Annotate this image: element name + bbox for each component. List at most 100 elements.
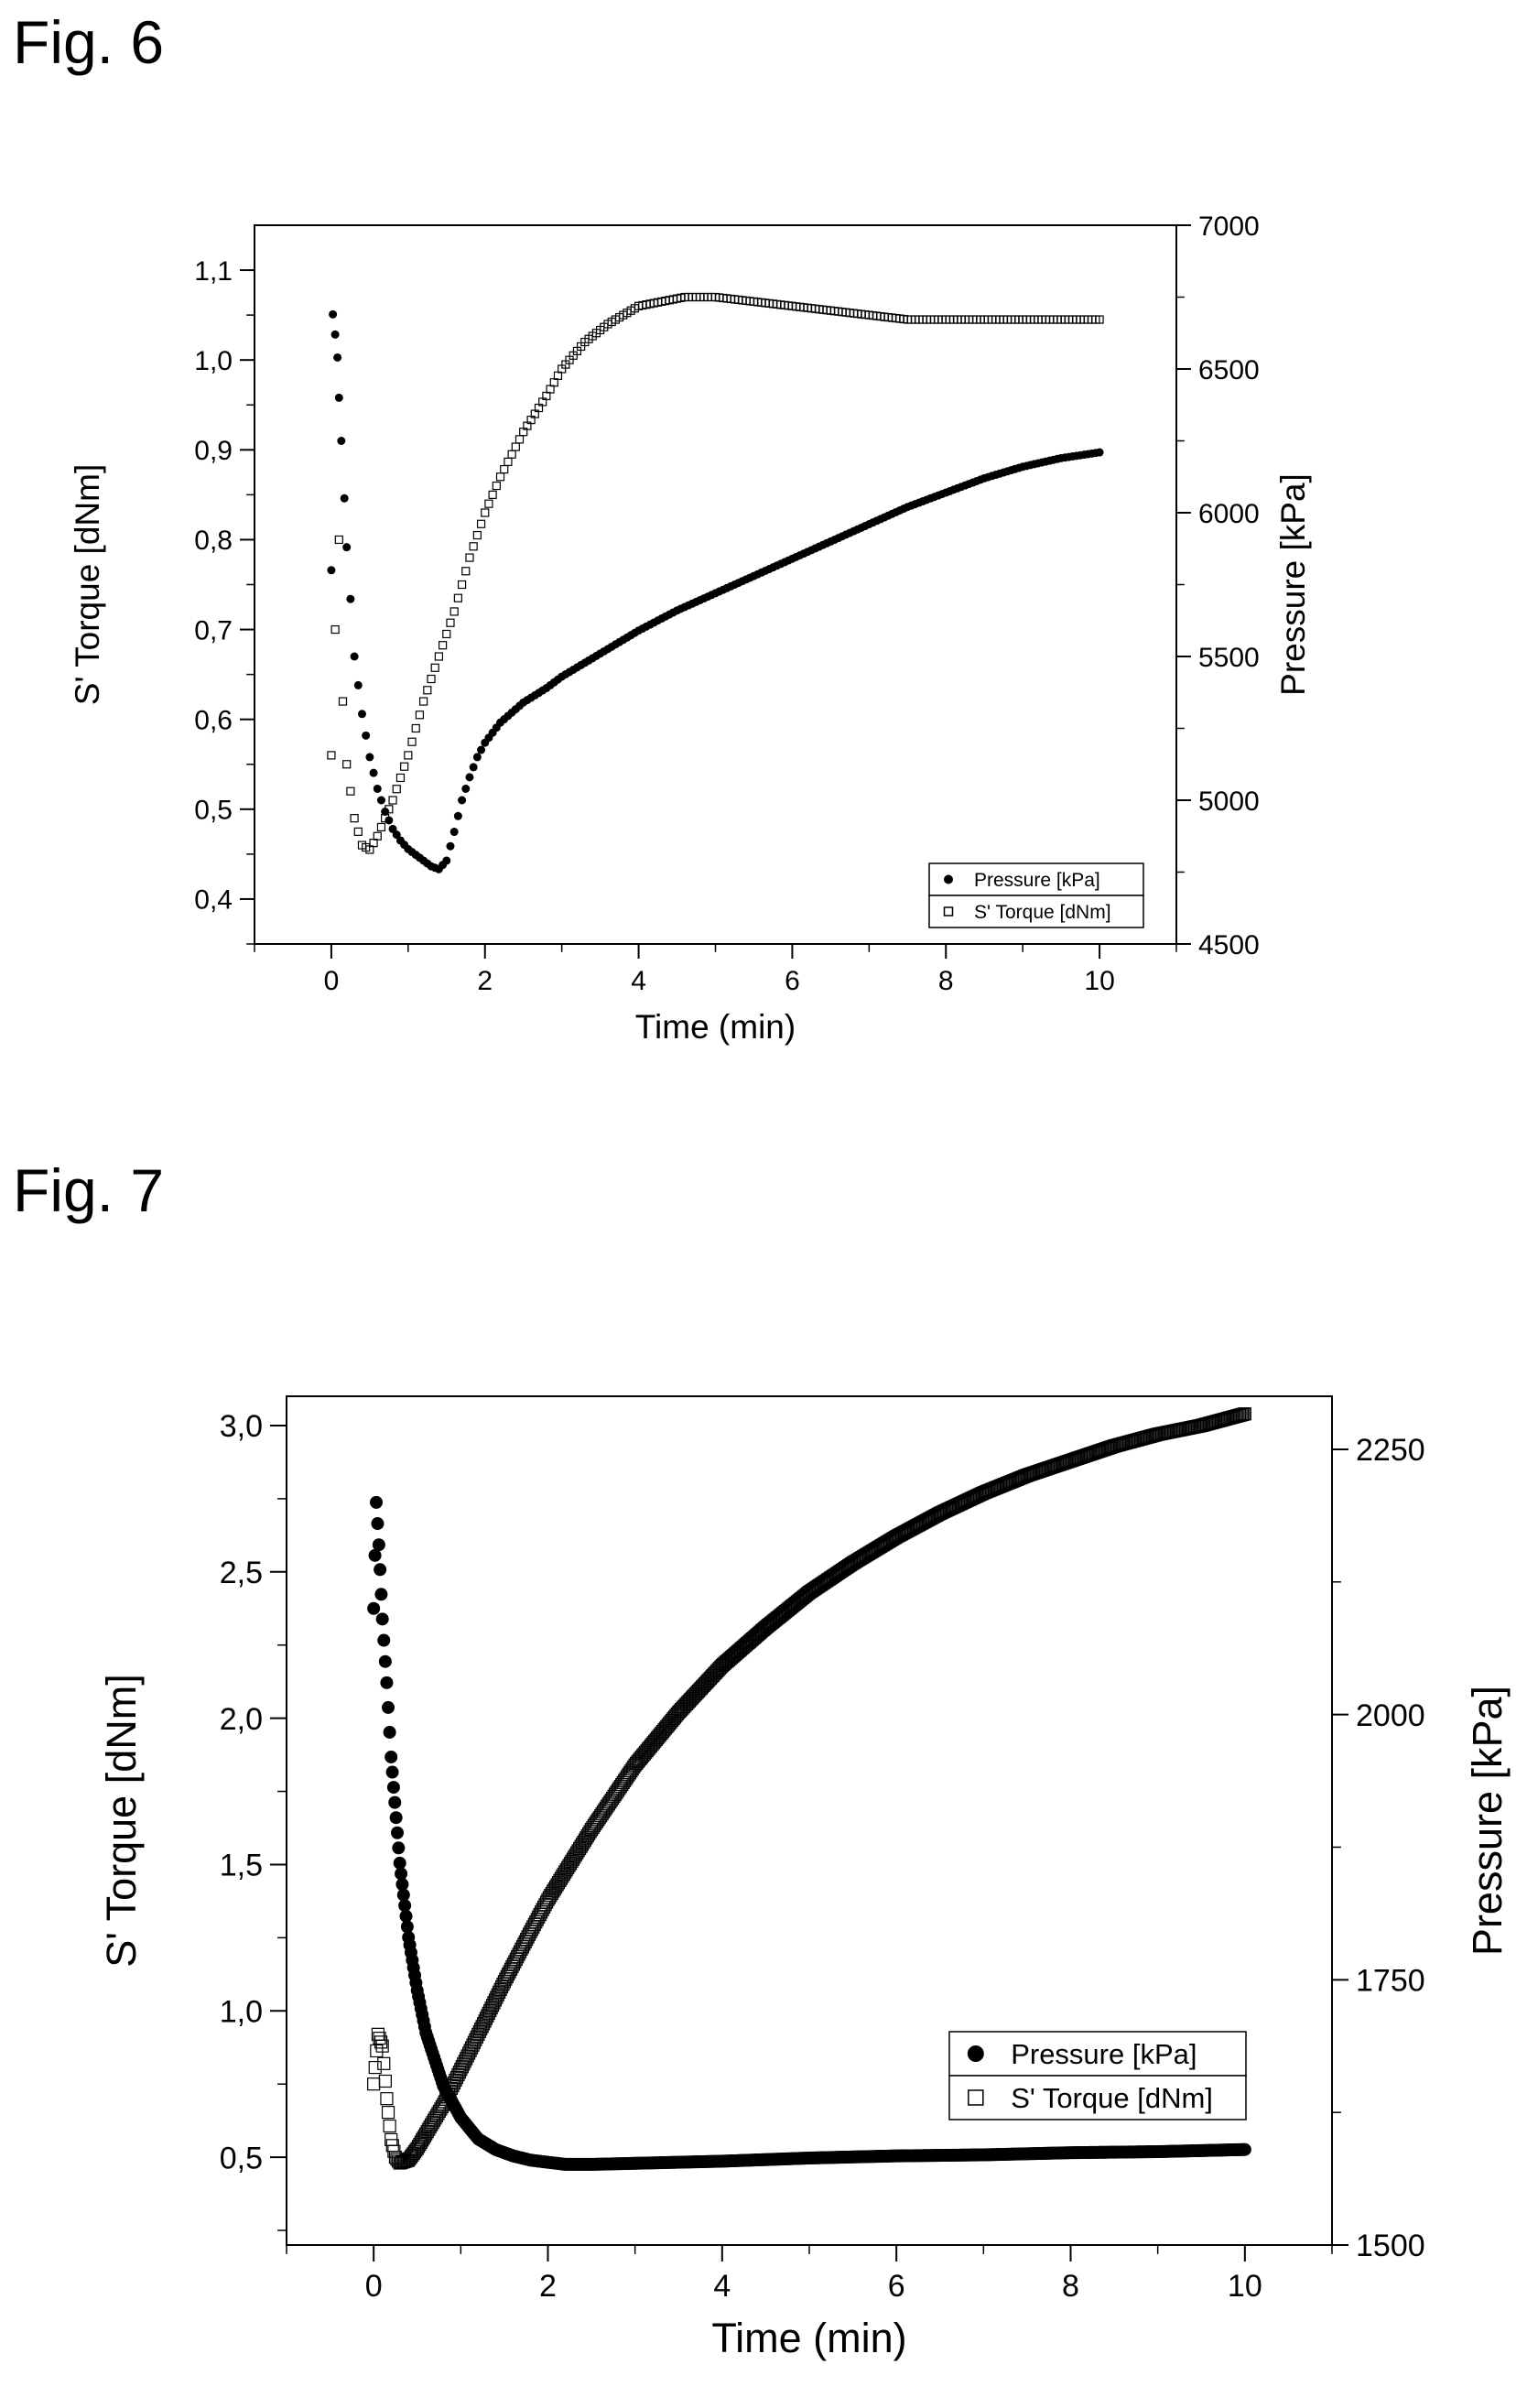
pressure-point: [390, 1826, 404, 1839]
torque-point: [537, 1900, 551, 1914]
torque-point: [427, 674, 436, 684]
pressure-point: [337, 437, 346, 445]
torque-point: [374, 2035, 388, 2049]
pressure-point: [376, 796, 385, 805]
legend: Pressure [kPa] S' Torque [dNm]: [948, 2031, 1247, 2121]
torque-point: [524, 1925, 537, 1939]
pressure-point: [399, 1909, 413, 1923]
torque-point: [442, 629, 451, 639]
legend-pressure-marker: [967, 2045, 984, 2062]
pressure-point: [389, 1811, 403, 1825]
pressure-point: [362, 731, 371, 740]
figure-7-label: Fig. 7: [13, 1156, 165, 1224]
pressure-point: [453, 811, 462, 820]
pressure-point: [382, 1700, 395, 1714]
x-tick-label: 10: [1228, 2269, 1262, 2304]
torque-point: [472, 530, 482, 540]
y-right-tick-label: 1500: [1356, 2229, 1425, 2263]
torque-point: [521, 1930, 535, 1944]
torque-point: [539, 1895, 554, 1909]
torque-point: [381, 2105, 395, 2120]
torque-point: [536, 1903, 549, 1916]
pressure-point: [340, 494, 349, 503]
torque-point: [375, 2039, 389, 2053]
torque-point: [425, 2118, 439, 2131]
pressure-point: [371, 1517, 384, 1531]
torque-point: [627, 1760, 641, 1773]
torque-point: [512, 1947, 525, 1961]
pressure-point: [374, 1563, 387, 1577]
torque-point: [532, 1910, 546, 1924]
figure-6-chart: 0 2 4 6 8 10 0,4 0,5 0,6 0,7 0,8 0,9 1,0 1,1 4500 5000 5…: [69, 212, 1312, 1046]
y-left-tick-label: 2,0: [220, 1702, 263, 1737]
x-axis-label: Time (min): [635, 1008, 796, 1046]
torque-point: [429, 2109, 444, 2122]
torque-point: [475, 2020, 489, 2034]
series-torque: [327, 292, 1104, 854]
torque-point: [529, 1915, 543, 1929]
torque-point: [496, 1978, 510, 1991]
y-left-tick-label: 0,5: [194, 796, 233, 826]
y-right-axis-label: Pressure [kPa]: [1274, 473, 1312, 696]
y-left-tick-label: 0,8: [194, 526, 233, 556]
legend-entry-box: [948, 2031, 1247, 2077]
torque-point: [508, 1955, 522, 1969]
torque-point: [469, 542, 478, 551]
torque-point: [350, 814, 359, 823]
torque-point: [395, 773, 406, 783]
torque-point: [515, 1940, 530, 1954]
pressure-point: [400, 1920, 414, 1934]
legend-label: S' Torque [dNm]: [1011, 2082, 1213, 2114]
pressure-point: [373, 784, 382, 793]
torque-point: [342, 760, 352, 769]
torque-point: [493, 1982, 507, 1997]
y-right-tick-label: 2250: [1356, 1433, 1425, 1468]
x-tick-label: 6: [785, 966, 800, 996]
torque-point: [434, 2102, 448, 2116]
torque-point: [526, 1920, 540, 1934]
figure-6-label: Fig. 6: [13, 8, 165, 76]
torque-point: [338, 697, 348, 706]
pressure-point: [469, 763, 478, 772]
pressure-point: [365, 753, 374, 762]
torque-point: [1238, 1407, 1251, 1421]
torque-point: [484, 2001, 498, 2015]
legend-entry-box: [928, 895, 1144, 928]
torque-point: [465, 553, 474, 562]
torque-point: [400, 762, 409, 771]
y-right-tick-label: 2000: [1356, 1698, 1425, 1733]
legend-label: Pressure [kPa]: [1011, 2038, 1197, 2070]
torque-point: [506, 1958, 521, 1971]
pressure-point: [329, 309, 338, 319]
legend-entry-box: [948, 2075, 1247, 2121]
torque-point: [431, 2107, 445, 2121]
pressure-point: [477, 745, 486, 754]
x-tick-label: 6: [888, 2269, 905, 2304]
pressure-point: [333, 353, 342, 362]
torque-point: [474, 2022, 488, 2036]
torque-point: [509, 1952, 523, 1966]
legend-pressure-marker: [944, 874, 953, 884]
torque-point: [491, 1988, 504, 2001]
torque-point: [415, 710, 425, 720]
torque-point: [434, 652, 443, 661]
x-tick-label: 0: [365, 2269, 383, 2304]
y-left-tick-label: 0,4: [194, 885, 233, 916]
pressure-point: [353, 680, 363, 689]
y-right-tick-label: 6000: [1198, 499, 1260, 529]
x-tick-label: 4: [631, 966, 646, 996]
y-left-tick-label: 1,1: [194, 256, 233, 287]
pressure-point: [396, 1888, 410, 1902]
series-torque: [367, 1407, 1251, 2170]
torque-point: [426, 2116, 439, 2130]
torque-point: [530, 1913, 544, 1926]
torque-point: [457, 580, 467, 590]
torque-point: [378, 2074, 392, 2088]
pressure-point: [449, 828, 459, 837]
torque-point: [353, 827, 363, 836]
pressure-point: [442, 856, 451, 865]
torque-point: [419, 697, 428, 706]
torque-point: [422, 2122, 436, 2136]
pressure-point: [378, 1654, 392, 1668]
pressure-point: [395, 1878, 409, 1892]
